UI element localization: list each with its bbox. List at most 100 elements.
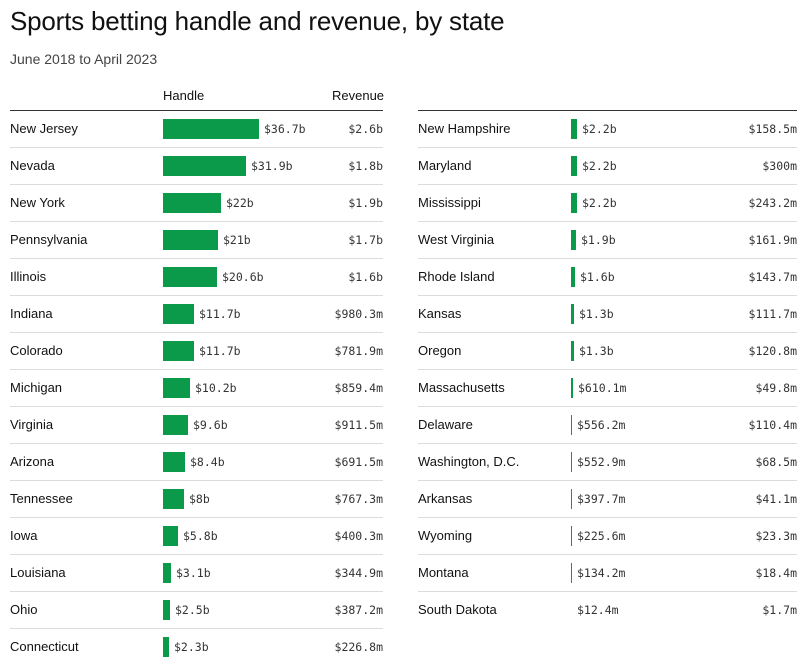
state-name: Indiana [10,306,53,321]
table-row: Massachusetts $610.1m $49.8m [418,370,797,407]
handle-bar [571,452,572,472]
handle-bar [163,378,190,398]
state-name: Kansas [418,306,462,321]
table-row: New York $22b $1.9b [10,185,383,222]
table-row: Arkansas $397.7m $41.1m [418,481,797,518]
table-row: Louisiana $3.1b $344.9m [10,555,383,592]
revenue-value-label: $110.4m [748,418,797,432]
handle-value-label: $2.5b [175,603,210,617]
revenue-value-label: $387.2m [334,603,383,617]
handle-value-label: $20.6b [222,270,264,284]
handle-value-label: $2.2b [582,196,617,210]
table-row: Maryland $2.2b $300m [418,148,797,185]
handle-bar [571,230,576,250]
handle-bar [571,119,577,139]
state-name: Wyoming [418,528,473,543]
revenue-value-label: $859.4m [334,381,383,395]
revenue-value-label: $1.8b [348,159,383,173]
revenue-value-label: $243.2m [748,196,797,210]
state-name: Virginia [10,417,54,432]
revenue-value-label: $143.7m [748,270,797,284]
table-row: Pennsylvania $21b $1.7b [10,222,383,259]
state-name: West Virginia [418,232,495,247]
revenue-header-left: Revenue [332,88,385,103]
table-row: Illinois $20.6b $1.6b [10,259,383,296]
handle-bar [163,600,170,620]
handle-value-label: $11.7b [199,307,241,321]
table-row: Indiana $11.7b $980.3m [10,296,383,333]
table-row: Iowa $5.8b $400.3m [10,518,383,555]
revenue-value-label: $767.3m [334,492,383,506]
handle-bar [163,563,171,583]
revenue-value-label: $911.5m [334,418,383,432]
revenue-value-label: $1.7m [762,603,797,617]
state-name: Connecticut [10,639,79,654]
state-name: Delaware [418,417,473,432]
handle-bar [571,415,572,435]
table-row: Wyoming $225.6m $23.3m [418,518,797,555]
state-name: New Hampshire [418,121,511,136]
chart-title: Sports betting handle and revenue, by st… [10,6,505,36]
handle-bar [571,156,577,176]
table-row: Ohio $2.5b $387.2m [10,592,383,629]
handle-value-label: $5.8b [183,529,218,543]
state-name: Oregon [418,343,462,358]
handle-bar [163,452,185,472]
revenue-value-label: $691.5m [334,455,383,469]
revenue-value-label: $344.9m [334,566,383,580]
state-name: Washington, D.C. [418,454,520,469]
table-row: Michigan $10.2b $859.4m [10,370,383,407]
handle-value-label: $31.9b [251,159,293,173]
handle-value-label: $21b [223,233,251,247]
handle-bar [571,304,574,324]
handle-value-label: $10.2b [195,381,237,395]
header-rule-right [418,110,797,111]
handle-value-label: $11.7b [199,344,241,358]
handle-value-label: $2.2b [582,122,617,136]
handle-bar [571,563,572,583]
table-row: Virginia $9.6b $911.5m [10,407,383,444]
handle-header-left: Handle [163,88,205,103]
handle-value-label: $225.6m [577,529,626,543]
handle-bar [571,341,574,361]
table-row: Washington, D.C. $552.9m $68.5m [418,444,797,481]
table-row: Montana $134.2m $18.4m [418,555,797,592]
state-name: Arkansas [418,491,473,506]
handle-value-label: $2.3b [174,640,209,654]
handle-bar [571,489,572,509]
handle-value-label: $8.4b [190,455,225,469]
table-row: Delaware $556.2m $110.4m [418,407,797,444]
state-name: Louisiana [10,565,66,580]
table-row: Mississippi $2.2b $243.2m [418,185,797,222]
state-name: Rhode Island [418,269,495,284]
handle-value-label: $9.6b [193,418,228,432]
revenue-value-label: $781.9m [334,344,383,358]
handle-value-label: $22b [226,196,254,210]
revenue-value-label: $400.3m [334,529,383,543]
revenue-value-label: $1.7b [348,233,383,247]
state-name: South Dakota [418,602,497,617]
state-name: Michigan [10,380,63,395]
revenue-value-label: $49.8m [755,381,797,395]
revenue-value-label: $120.8m [748,344,797,358]
revenue-value-label: $23.3m [755,529,797,543]
table-row: New Hampshire $2.2b $158.5m [418,111,797,148]
handle-value-label: $3.1b [176,566,211,580]
handle-bar [163,304,194,324]
state-name: Iowa [10,528,38,543]
handle-bar [571,267,575,287]
revenue-value-label: $41.1m [755,492,797,506]
handle-bar [571,378,573,398]
handle-bar [163,489,184,509]
revenue-value-label: $1.6b [348,270,383,284]
handle-bar [163,267,217,287]
handle-value-label: $1.3b [579,307,614,321]
table-row: Rhode Island $1.6b $143.7m [418,259,797,296]
table-row: West Virginia $1.9b $161.9m [418,222,797,259]
revenue-value-label: $226.8m [334,640,383,654]
table-row: Nevada $31.9b $1.8b [10,148,383,185]
state-name: Ohio [10,602,38,617]
state-name: Maryland [418,158,472,173]
handle-value-label: $610.1m [578,381,627,395]
state-name: Mississippi [418,195,481,210]
